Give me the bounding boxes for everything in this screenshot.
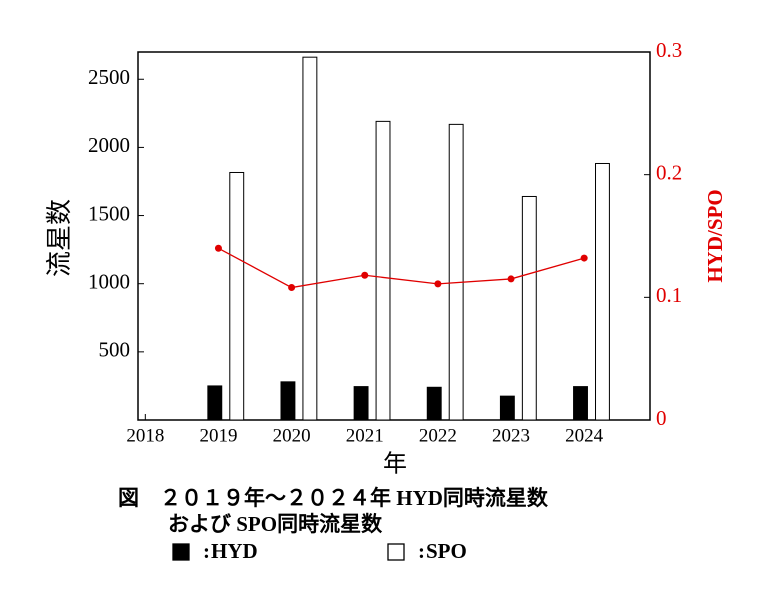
- y2-tick-label: 0.3: [656, 38, 682, 62]
- y2-tick-label: 0: [656, 406, 667, 430]
- x-tick-label: 2024: [565, 425, 604, 446]
- x-tick-label: 2018: [126, 425, 164, 446]
- bar: [573, 386, 588, 421]
- y-tick-label: 500: [99, 338, 131, 362]
- bar: [375, 120, 391, 421]
- y-tick-label: 2500: [88, 65, 130, 89]
- point: [507, 275, 515, 283]
- bar: [207, 385, 223, 421]
- point: [214, 244, 222, 252]
- y2-tick-label: 0.2: [656, 160, 682, 184]
- y-tick-label: 1500: [88, 201, 130, 225]
- bar: [353, 386, 369, 421]
- bar: [302, 56, 318, 421]
- bar: [595, 162, 610, 421]
- bar: [499, 395, 515, 421]
- point: [580, 254, 588, 262]
- y-tick-label: 1000: [88, 270, 130, 294]
- x-tick-label: 2023: [492, 425, 530, 446]
- x-tick-label: 2022: [419, 425, 457, 446]
- y2-axis-label: HYD/SPO: [703, 189, 727, 282]
- point: [361, 271, 369, 279]
- legend-swatch: [387, 543, 405, 561]
- caption-line: 図 ２０１９年～２０２４年 HYD同時流星数: [118, 486, 549, 510]
- x-axis-label: 年: [383, 451, 407, 478]
- y-tick-label: 2000: [88, 133, 130, 157]
- point: [434, 280, 442, 288]
- point: [288, 284, 296, 292]
- legend-swatch: [172, 543, 190, 561]
- bar: [280, 381, 296, 421]
- x-tick-label: 2020: [273, 425, 311, 446]
- bar: [229, 171, 245, 421]
- y-axis-label: 流星数: [45, 199, 74, 277]
- plot-frame: [137, 51, 651, 421]
- legend-separator: :: [203, 539, 210, 563]
- x-tick-label: 2021: [346, 425, 384, 446]
- caption-line: および SPO同時流星数: [168, 512, 383, 536]
- x-tick-label: 2019: [199, 425, 237, 446]
- bar: [426, 386, 442, 421]
- y2-tick-label: 0.1: [656, 283, 682, 307]
- legend-label: SPO: [426, 539, 467, 563]
- bar: [448, 123, 464, 421]
- legend-separator: :: [418, 539, 425, 563]
- legend-label: HYD: [211, 539, 258, 563]
- bar: [521, 195, 537, 421]
- line: [218, 247, 585, 289]
